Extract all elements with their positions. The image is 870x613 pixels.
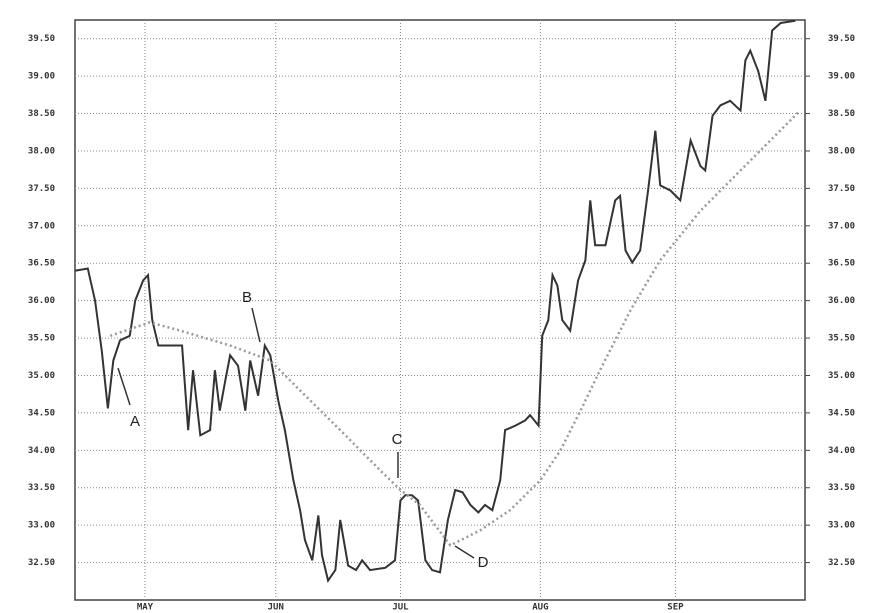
y-tick-label: 33.00 bbox=[28, 521, 55, 531]
y2-tick-label: 38.00 bbox=[828, 146, 855, 156]
y2-tick-label: 33.00 bbox=[828, 521, 855, 531]
y-tick-label: 33.50 bbox=[28, 483, 55, 493]
y-tick-label: 36.50 bbox=[28, 259, 55, 269]
y-tick-label: 38.50 bbox=[28, 109, 55, 119]
annotation: A bbox=[130, 413, 140, 430]
y2-tick-label: 39.00 bbox=[828, 72, 855, 82]
x-tick-label: MAY bbox=[137, 603, 154, 613]
y-tick-label: 32.50 bbox=[28, 558, 55, 568]
x-tick-label: SEP bbox=[667, 603, 684, 613]
x-tick-label: JUL bbox=[392, 603, 409, 613]
annotation-pointer bbox=[251, 307, 261, 343]
y2-tick-label: 37.50 bbox=[828, 184, 855, 194]
y-tick-label: 37.50 bbox=[28, 184, 55, 194]
y2-tick-label: 37.00 bbox=[828, 221, 855, 231]
y2-tick-label: 39.50 bbox=[828, 34, 855, 44]
y2-tick-label: 33.50 bbox=[828, 483, 855, 493]
y2-tick-label: 34.00 bbox=[828, 446, 855, 456]
y-tick-label: 37.00 bbox=[28, 221, 55, 231]
annotation: B bbox=[242, 289, 252, 306]
y-tick-label: 38.00 bbox=[28, 146, 55, 156]
x-tick-label: JUN bbox=[268, 603, 284, 613]
annotation-pointer bbox=[117, 367, 131, 406]
y2-tick-label: 34.50 bbox=[828, 408, 855, 418]
y2-tick-label: 36.50 bbox=[828, 259, 855, 269]
y-tick-label: 39.50 bbox=[28, 34, 55, 44]
y2-tick-label: 35.00 bbox=[828, 371, 855, 381]
y-tick-label: 36.00 bbox=[28, 296, 55, 306]
average-line bbox=[109, 109, 802, 547]
y2-tick-label: 35.50 bbox=[828, 334, 855, 344]
price-line bbox=[74, 19, 796, 583]
y-tick-label: 34.00 bbox=[28, 446, 55, 456]
y-tick-label: 35.50 bbox=[28, 334, 55, 344]
x-tick-label: AUG bbox=[532, 603, 548, 613]
plot-frame bbox=[74, 19, 806, 601]
y2-tick-label: 32.50 bbox=[828, 558, 855, 568]
y2-tick-label: 38.50 bbox=[828, 109, 855, 119]
y2-tick-label: 36.00 bbox=[828, 296, 855, 306]
y-tick-label: 34.50 bbox=[28, 408, 55, 418]
annotation: D bbox=[478, 554, 489, 571]
y-tick-label: 39.00 bbox=[28, 72, 55, 82]
annotation: C bbox=[392, 431, 403, 448]
y-tick-label: 35.00 bbox=[28, 371, 55, 381]
annotation-pointer bbox=[454, 545, 475, 559]
